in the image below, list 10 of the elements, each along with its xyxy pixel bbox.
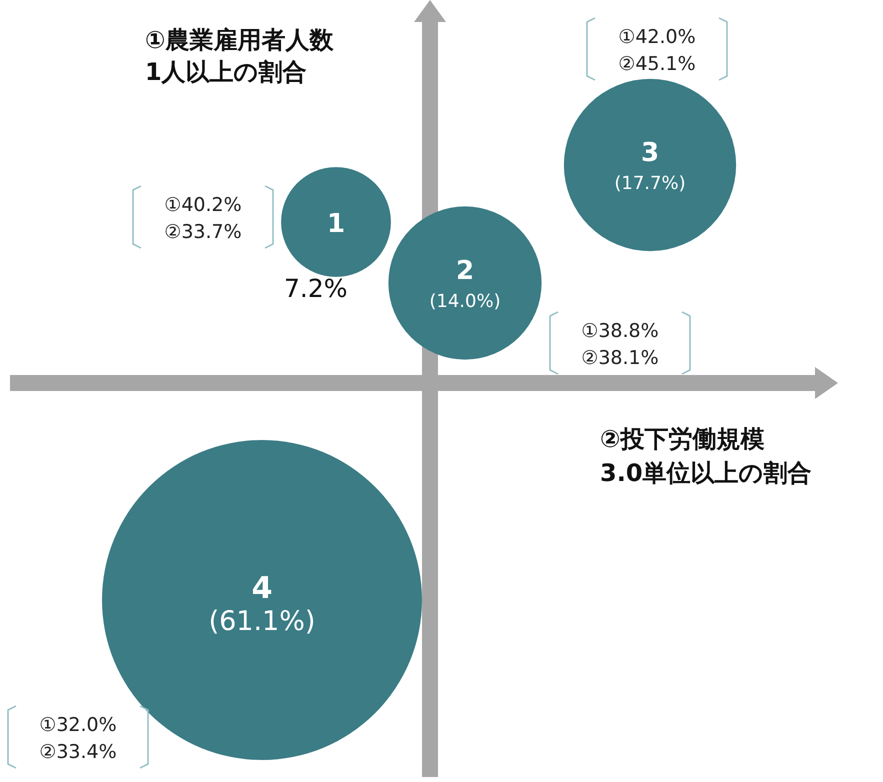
text: ①農業雇用者人数 1人以上の割合	[145, 26, 334, 86]
data-label: (61.1%)	[208, 606, 316, 637]
data-label: (14.0%)	[429, 291, 501, 312]
category-label: 4	[252, 571, 272, 606]
text: ②投下労働規模 3.0単位以上の割合	[600, 425, 812, 487]
category-label: 1	[326, 209, 346, 239]
data-label: (17.7%)	[614, 173, 686, 194]
category-label: 3	[640, 138, 660, 168]
data-label: 7.2%	[284, 274, 348, 303]
category-label: 2	[456, 256, 474, 286]
